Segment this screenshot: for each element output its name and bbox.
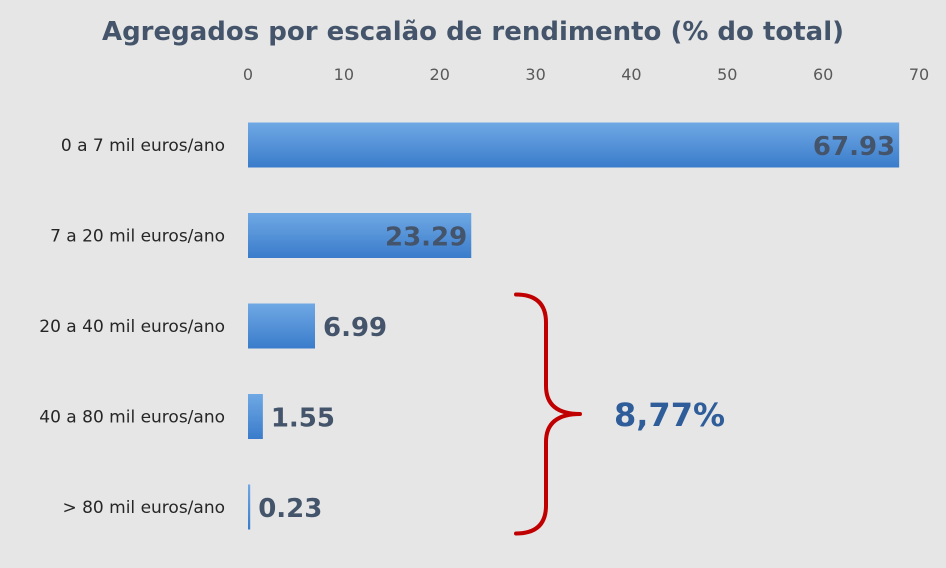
x-tick-label: 70 xyxy=(909,65,929,84)
category-labels: 0 a 7 mil euros/ano 7 a 20 mil euros/ano 2… xyxy=(39,136,225,518)
bar xyxy=(248,484,251,530)
x-tick-label: 30 xyxy=(525,65,545,84)
category-label: > 80 mil euros/ano xyxy=(62,498,225,518)
x-tick-label: 20 xyxy=(430,65,450,84)
bars xyxy=(248,122,900,530)
annotation-total-label: 8,77% xyxy=(614,396,725,434)
x-tick-label: 40 xyxy=(621,65,641,84)
x-tick-label: 0 xyxy=(243,65,253,84)
data-label: 23.29 xyxy=(385,223,467,253)
data-labels: 67.93 23.29 6.99 1.55 0.23 xyxy=(258,132,895,524)
category-label: 40 a 80 mil euros/ano xyxy=(39,408,225,428)
bar xyxy=(248,213,472,258)
category-label: 7 a 20 mil euros/ano xyxy=(50,227,225,247)
category-label: 20 a 40 mil euros/ano xyxy=(39,317,225,337)
data-label: 6.99 xyxy=(323,313,387,343)
data-label: 1.55 xyxy=(271,404,335,434)
data-label: 67.93 xyxy=(813,132,895,162)
bar xyxy=(248,122,900,168)
chart-title: Agregados por escalão de rendimento (% d… xyxy=(102,17,844,47)
x-tick-label: 50 xyxy=(717,65,737,84)
data-label: 0.23 xyxy=(258,494,322,524)
curly-brace-annotation xyxy=(514,292,582,536)
bar xyxy=(248,394,263,439)
x-tick-label: 10 xyxy=(334,65,354,84)
bar xyxy=(248,303,316,349)
x-axis-tick-labels: 0 10 20 30 40 50 60 70 xyxy=(243,65,929,84)
x-tick-label: 60 xyxy=(813,65,833,84)
category-label: 0 a 7 mil euros/ano xyxy=(61,136,225,156)
